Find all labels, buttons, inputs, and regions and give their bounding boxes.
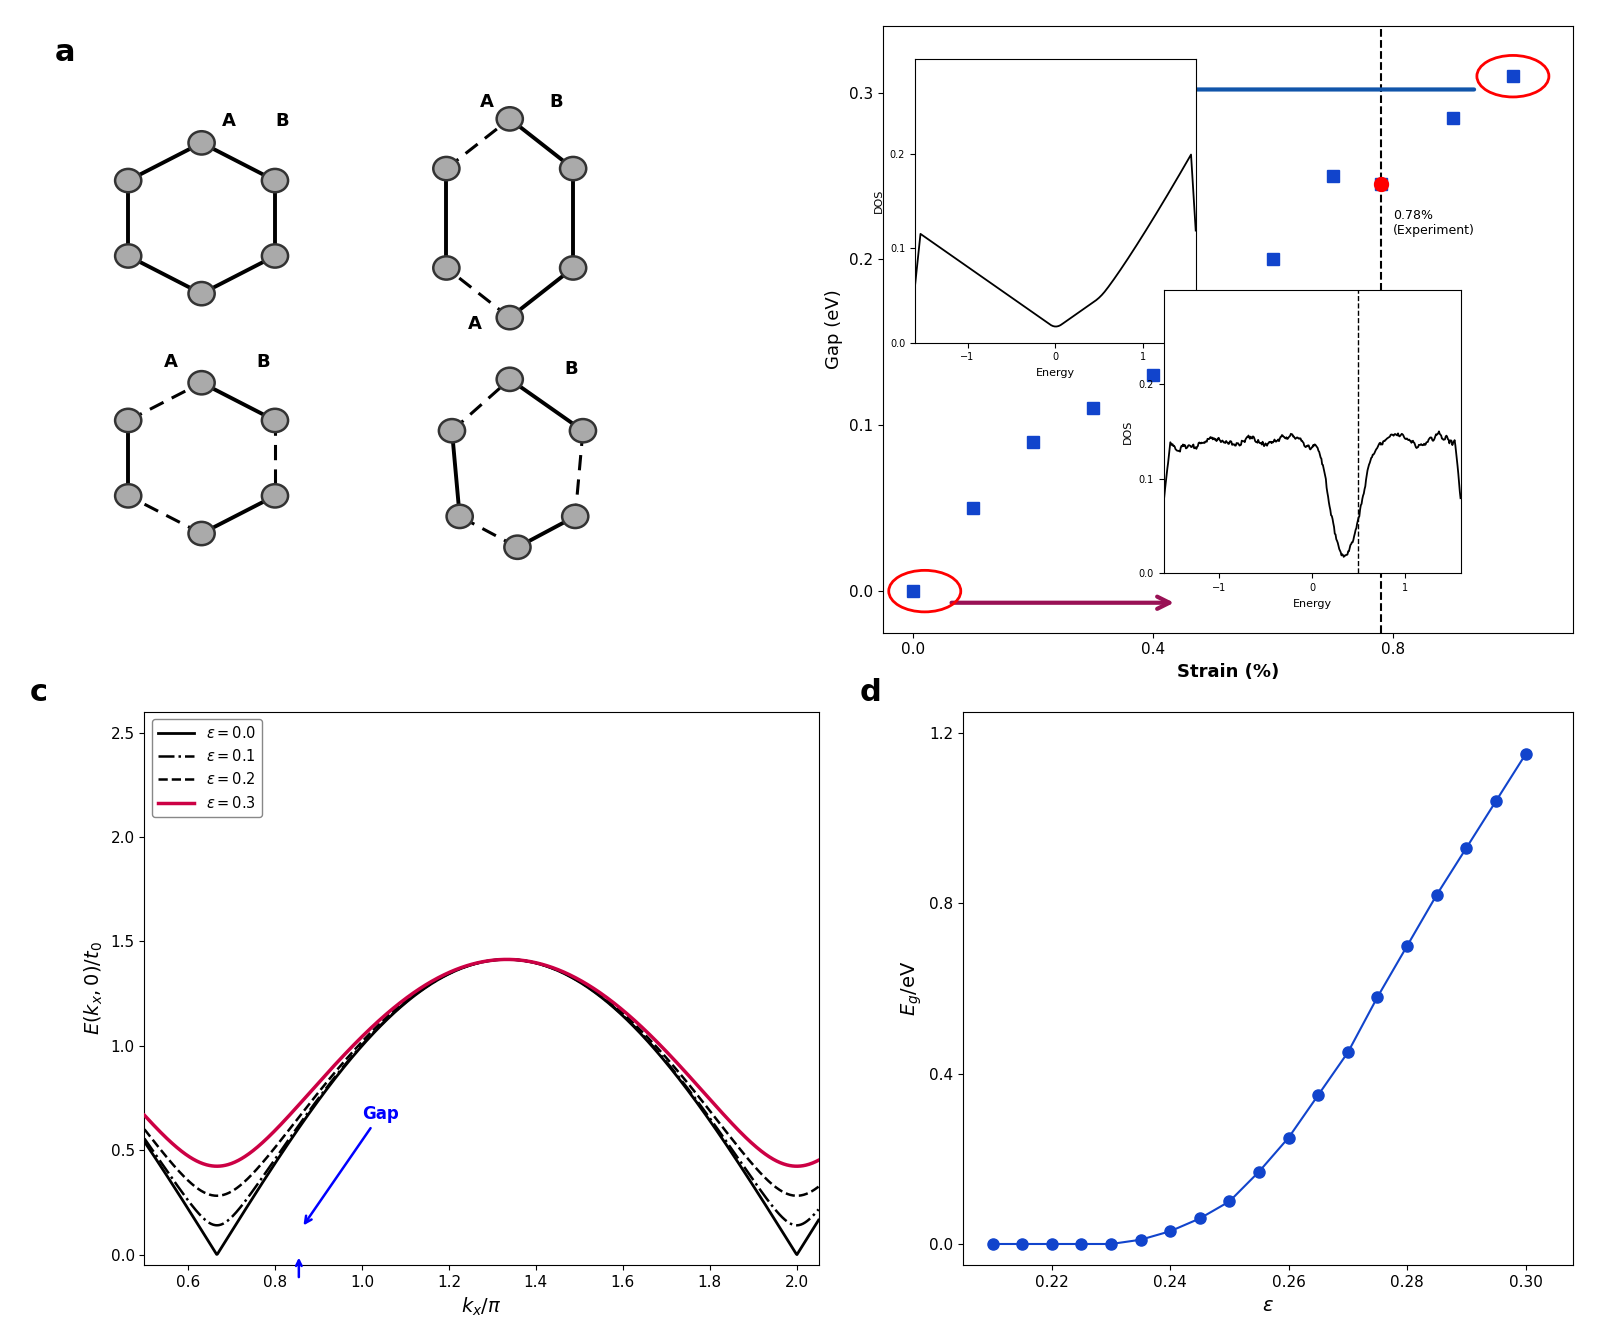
Circle shape — [188, 132, 215, 154]
Circle shape — [262, 484, 287, 507]
Line: $\varepsilon = 0.1$: $\varepsilon = 0.1$ — [144, 960, 819, 1226]
Text: B: B — [565, 360, 578, 378]
$\varepsilon = 0.3$ — [672, 1061, 692, 1077]
$\varepsilon = 0.0$ — [672, 1075, 692, 1091]
Y-axis label: DOS: DOS — [875, 188, 884, 214]
Text: B: B — [257, 353, 270, 372]
Text: a: a — [55, 38, 75, 67]
Text: d: d — [859, 677, 881, 706]
Text: Gap: Gap — [305, 1104, 398, 1223]
$\varepsilon = 0.2$ — [204, 1188, 223, 1203]
$\varepsilon = 0.0$ — [599, 995, 618, 1011]
Circle shape — [570, 419, 595, 443]
$\varepsilon = 0.2$ — [672, 1069, 692, 1085]
$\varepsilon = 0.2$ — [788, 1188, 807, 1203]
$\varepsilon = 0.1$ — [672, 1074, 692, 1090]
Circle shape — [116, 244, 141, 268]
$\varepsilon = 0.3$ — [204, 1159, 223, 1174]
$\varepsilon = 0.0$ — [432, 970, 451, 986]
Circle shape — [262, 244, 287, 268]
$\varepsilon = 0.0$ — [498, 952, 517, 967]
$\varepsilon = 0.0$ — [788, 1247, 807, 1263]
$\varepsilon = 0.3$ — [788, 1159, 807, 1174]
Text: A: A — [480, 92, 494, 111]
Legend: $\varepsilon = 0.0$, $\varepsilon = 0.1$, $\varepsilon = 0.2$, $\varepsilon = 0.: $\varepsilon = 0.0$, $\varepsilon = 0.1$… — [152, 720, 262, 817]
Circle shape — [116, 169, 141, 192]
$\varepsilon = 0.0$ — [809, 1213, 828, 1228]
Circle shape — [446, 505, 473, 529]
Y-axis label: Gap (eV): Gap (eV) — [825, 290, 843, 369]
Circle shape — [116, 409, 141, 432]
Text: 0.78%
(Experiment): 0.78% (Experiment) — [1393, 210, 1475, 237]
$\varepsilon = 0.3$ — [599, 991, 618, 1007]
$\varepsilon = 0.3$ — [135, 1107, 154, 1123]
$\varepsilon = 0.0$ — [408, 986, 427, 1002]
$\varepsilon = 0.0$ — [135, 1133, 154, 1149]
$\varepsilon = 0.1$ — [788, 1218, 807, 1234]
Circle shape — [560, 256, 586, 279]
Y-axis label: DOS: DOS — [1124, 419, 1133, 444]
$\varepsilon = 0.3$ — [408, 982, 427, 998]
Circle shape — [262, 169, 287, 192]
Text: B: B — [276, 112, 289, 130]
$\varepsilon = 0.1$ — [661, 1060, 681, 1075]
Circle shape — [116, 484, 141, 507]
$\varepsilon = 0.2$ — [135, 1122, 154, 1137]
X-axis label: Strain (%): Strain (%) — [1176, 663, 1279, 681]
Circle shape — [496, 306, 523, 330]
Line: $\varepsilon = 0.0$: $\varepsilon = 0.0$ — [144, 960, 819, 1255]
$\varepsilon = 0.3$ — [498, 952, 517, 967]
Circle shape — [262, 409, 287, 432]
Circle shape — [560, 157, 586, 181]
$\varepsilon = 0.1$ — [599, 994, 618, 1010]
$\varepsilon = 0.1$ — [498, 952, 517, 967]
$\varepsilon = 0.1$ — [432, 970, 451, 986]
Circle shape — [496, 107, 523, 130]
$\varepsilon = 0.3$ — [809, 1152, 828, 1168]
$\varepsilon = 0.2$ — [408, 985, 427, 1000]
$\varepsilon = 0.3$ — [432, 969, 451, 985]
$\varepsilon = 0.1$ — [408, 986, 427, 1002]
$\varepsilon = 0.2$ — [432, 969, 451, 985]
Text: c: c — [30, 677, 48, 706]
Text: A: A — [164, 353, 178, 372]
X-axis label: $\varepsilon$: $\varepsilon$ — [1262, 1296, 1274, 1314]
Y-axis label: $E_g$/eV: $E_g$/eV — [899, 961, 923, 1016]
$\varepsilon = 0.2$ — [661, 1054, 681, 1070]
Text: B: B — [549, 92, 563, 111]
X-axis label: Energy: Energy — [1292, 598, 1332, 609]
Line: $\varepsilon = 0.2$: $\varepsilon = 0.2$ — [144, 960, 819, 1195]
X-axis label: Energy: Energy — [1035, 368, 1075, 378]
$\varepsilon = 0.2$ — [599, 992, 618, 1008]
$\varepsilon = 0.2$ — [809, 1178, 828, 1194]
$\varepsilon = 0.2$ — [498, 952, 517, 967]
Circle shape — [188, 282, 215, 306]
$\varepsilon = 0.0$ — [204, 1242, 223, 1257]
Circle shape — [562, 505, 589, 529]
X-axis label: $k_x/\pi$: $k_x/\pi$ — [461, 1296, 502, 1318]
Circle shape — [188, 372, 215, 394]
Line: $\varepsilon = 0.3$: $\varepsilon = 0.3$ — [144, 960, 819, 1166]
Text: A: A — [469, 315, 482, 333]
$\varepsilon = 0.1$ — [204, 1217, 223, 1232]
Circle shape — [433, 157, 459, 181]
Circle shape — [188, 522, 215, 546]
Circle shape — [433, 256, 459, 279]
$\varepsilon = 0.3$ — [661, 1048, 681, 1064]
Circle shape — [496, 368, 523, 391]
Text: b: b — [745, 0, 767, 3]
Circle shape — [438, 419, 465, 443]
$\varepsilon = 0.0$ — [661, 1061, 681, 1077]
$\varepsilon = 0.1$ — [135, 1131, 154, 1147]
Text: A: A — [221, 112, 236, 130]
Circle shape — [504, 535, 531, 559]
Y-axis label: $E(k_x, 0)/t_0$: $E(k_x, 0)/t_0$ — [83, 941, 104, 1036]
$\varepsilon = 0.1$ — [809, 1202, 828, 1218]
